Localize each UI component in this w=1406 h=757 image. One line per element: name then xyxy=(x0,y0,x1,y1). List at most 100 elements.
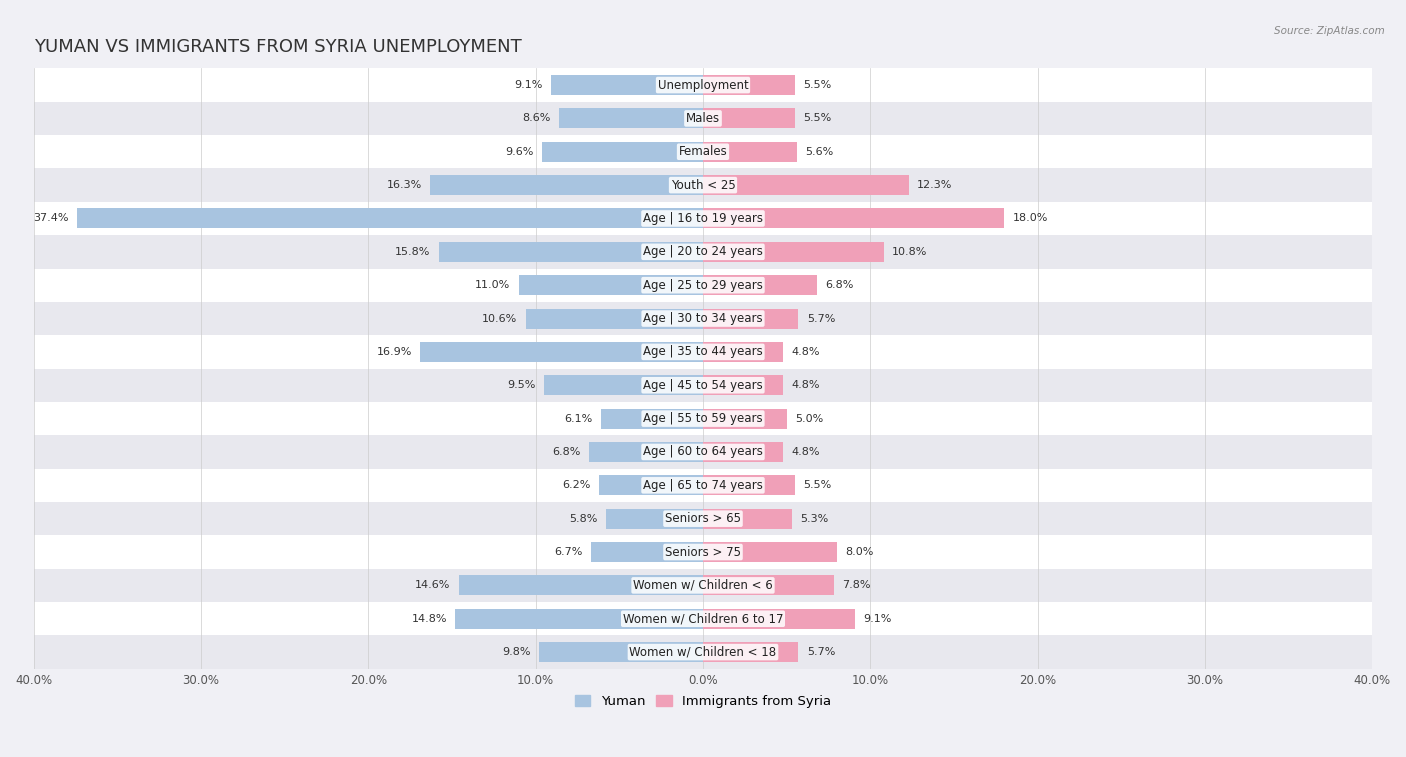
Bar xyxy=(703,75,794,95)
Bar xyxy=(420,342,703,362)
Text: 37.4%: 37.4% xyxy=(34,213,69,223)
Bar xyxy=(703,276,817,295)
Bar xyxy=(34,269,1372,302)
Text: 6.7%: 6.7% xyxy=(554,547,582,557)
Bar xyxy=(439,241,703,262)
Text: 5.7%: 5.7% xyxy=(807,313,835,323)
Text: 9.1%: 9.1% xyxy=(863,614,891,624)
Bar xyxy=(589,442,703,462)
Bar xyxy=(34,635,1372,668)
Bar xyxy=(599,475,703,495)
Text: 6.1%: 6.1% xyxy=(564,413,592,424)
Text: Women w/ Children < 6: Women w/ Children < 6 xyxy=(633,579,773,592)
Text: 15.8%: 15.8% xyxy=(395,247,430,257)
Bar xyxy=(538,642,703,662)
Text: 8.6%: 8.6% xyxy=(522,114,551,123)
Text: 4.8%: 4.8% xyxy=(792,347,820,357)
Bar xyxy=(34,202,1372,235)
Bar xyxy=(519,276,703,295)
Bar xyxy=(34,435,1372,469)
Bar xyxy=(703,475,794,495)
Bar xyxy=(34,101,1372,135)
Text: 5.3%: 5.3% xyxy=(800,514,828,524)
Text: 7.8%: 7.8% xyxy=(842,581,870,590)
Bar xyxy=(703,342,783,362)
Text: Seniors > 65: Seniors > 65 xyxy=(665,512,741,525)
Text: Age | 16 to 19 years: Age | 16 to 19 years xyxy=(643,212,763,225)
Text: 5.5%: 5.5% xyxy=(803,80,832,90)
Bar xyxy=(703,208,1004,229)
Bar xyxy=(34,335,1372,369)
Bar xyxy=(34,235,1372,269)
Text: Seniors > 75: Seniors > 75 xyxy=(665,546,741,559)
Bar xyxy=(458,575,703,596)
Text: Women w/ Children 6 to 17: Women w/ Children 6 to 17 xyxy=(623,612,783,625)
Text: 6.8%: 6.8% xyxy=(553,447,581,457)
Legend: Yuman, Immigrants from Syria: Yuman, Immigrants from Syria xyxy=(569,690,837,713)
Text: Source: ZipAtlas.com: Source: ZipAtlas.com xyxy=(1274,26,1385,36)
Text: 5.7%: 5.7% xyxy=(807,647,835,657)
Bar xyxy=(544,375,703,395)
Text: 4.8%: 4.8% xyxy=(792,380,820,391)
Text: Females: Females xyxy=(679,145,727,158)
Text: 4.8%: 4.8% xyxy=(792,447,820,457)
Text: 18.0%: 18.0% xyxy=(1012,213,1047,223)
Text: 9.5%: 9.5% xyxy=(508,380,536,391)
Bar xyxy=(543,142,703,162)
Bar xyxy=(34,169,1372,202)
Text: 8.0%: 8.0% xyxy=(845,547,873,557)
Bar xyxy=(703,108,794,129)
Text: 9.1%: 9.1% xyxy=(515,80,543,90)
Bar xyxy=(703,142,797,162)
Bar xyxy=(34,535,1372,569)
Text: 5.0%: 5.0% xyxy=(794,413,824,424)
Bar xyxy=(703,575,834,596)
Text: Age | 35 to 44 years: Age | 35 to 44 years xyxy=(643,345,763,358)
Text: Age | 25 to 29 years: Age | 25 to 29 years xyxy=(643,279,763,291)
Text: 11.0%: 11.0% xyxy=(475,280,510,290)
Text: 14.6%: 14.6% xyxy=(415,581,450,590)
Text: 12.3%: 12.3% xyxy=(917,180,953,190)
Text: Youth < 25: Youth < 25 xyxy=(671,179,735,192)
Text: Unemployment: Unemployment xyxy=(658,79,748,92)
Bar xyxy=(456,609,703,629)
Bar xyxy=(34,302,1372,335)
Bar xyxy=(34,602,1372,635)
Bar xyxy=(703,609,855,629)
Text: 10.6%: 10.6% xyxy=(482,313,517,323)
Bar xyxy=(606,509,703,528)
Text: YUMAN VS IMMIGRANTS FROM SYRIA UNEMPLOYMENT: YUMAN VS IMMIGRANTS FROM SYRIA UNEMPLOYM… xyxy=(34,38,522,56)
Bar xyxy=(591,542,703,562)
Bar xyxy=(703,542,837,562)
Bar xyxy=(34,135,1372,169)
Text: Age | 20 to 24 years: Age | 20 to 24 years xyxy=(643,245,763,258)
Bar xyxy=(34,68,1372,101)
Bar xyxy=(430,175,703,195)
Text: 5.8%: 5.8% xyxy=(569,514,598,524)
Bar xyxy=(703,409,787,428)
Bar xyxy=(703,241,884,262)
Text: 9.8%: 9.8% xyxy=(502,647,530,657)
Bar xyxy=(703,442,783,462)
Text: 16.3%: 16.3% xyxy=(387,180,422,190)
Bar xyxy=(551,75,703,95)
Bar xyxy=(34,402,1372,435)
Text: 10.8%: 10.8% xyxy=(893,247,928,257)
Bar xyxy=(526,309,703,329)
Text: 5.5%: 5.5% xyxy=(803,481,832,491)
Text: Women w/ Children < 18: Women w/ Children < 18 xyxy=(630,646,776,659)
Text: Males: Males xyxy=(686,112,720,125)
Text: Age | 65 to 74 years: Age | 65 to 74 years xyxy=(643,479,763,492)
Bar xyxy=(34,502,1372,535)
Text: Age | 45 to 54 years: Age | 45 to 54 years xyxy=(643,378,763,392)
Bar xyxy=(703,375,783,395)
Text: 14.8%: 14.8% xyxy=(412,614,447,624)
Bar xyxy=(34,369,1372,402)
Bar xyxy=(34,569,1372,602)
Bar xyxy=(34,469,1372,502)
Bar xyxy=(703,309,799,329)
Bar xyxy=(77,208,703,229)
Bar xyxy=(703,509,792,528)
Text: Age | 30 to 34 years: Age | 30 to 34 years xyxy=(643,312,763,325)
Text: Age | 60 to 64 years: Age | 60 to 64 years xyxy=(643,445,763,459)
